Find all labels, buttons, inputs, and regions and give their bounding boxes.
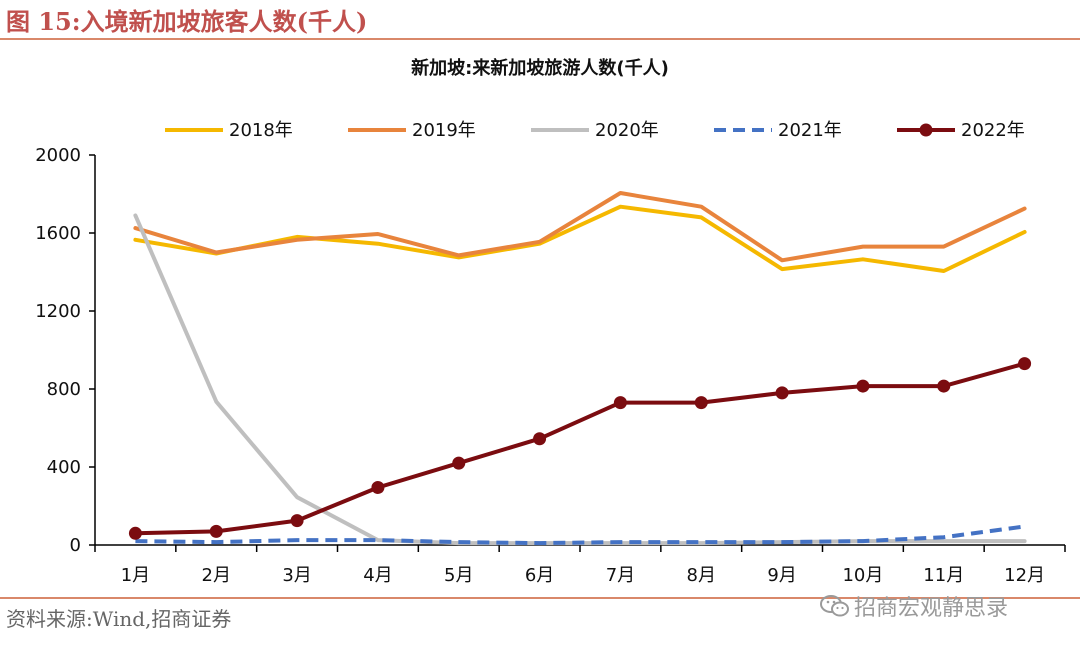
x-tick-label: 12月 [1004, 565, 1045, 586]
legend-label: 2022年 [961, 120, 1025, 141]
series-2018年 [133, 204, 1027, 273]
x-tick-label: 9月 [767, 565, 796, 586]
y-tick-label: 0 [70, 535, 81, 556]
y-tick-label: 2000 [35, 145, 81, 166]
bottom-divider [0, 597, 1080, 599]
legend-label: 2019年 [412, 120, 476, 141]
y-tick-label: 400 [47, 457, 81, 478]
wechat-icon [820, 595, 849, 617]
data-point [694, 396, 708, 410]
chart-legend: 2018年 2019年 2020年 2021年 2022年 [165, 120, 1025, 141]
line-chart: 新加坡:来新加坡旅游人数(千人) 2018年 2019年 2020年 2021年 202… [35, 57, 1066, 586]
y-tick-label: 1200 [35, 301, 81, 322]
x-tick-label: 3月 [282, 565, 311, 586]
legend-label: 2021年 [778, 120, 842, 141]
legend-label: 2018年 [229, 120, 293, 141]
x-tick-label: 8月 [687, 565, 716, 586]
series-line [133, 361, 1027, 536]
x-tick-label: 2月 [202, 565, 231, 586]
legend-item: 2020年 [531, 120, 659, 141]
x-tick-label: 6月 [525, 565, 554, 586]
watermark-text: 招商宏观静思录 [854, 596, 1009, 621]
data-point [856, 379, 870, 393]
legend-item: 2018年 [165, 120, 293, 141]
x-tick-label: 7月 [606, 565, 635, 586]
data-point [209, 524, 223, 538]
data-point [613, 396, 627, 410]
data-point [128, 526, 142, 540]
x-tick-label: 4月 [363, 565, 392, 586]
data-point [371, 480, 385, 494]
data-point [452, 456, 466, 470]
data-point [937, 379, 951, 393]
series-2022年 [128, 357, 1032, 540]
series-2021年 [135, 524, 1025, 546]
x-tick-label: 1月 [121, 565, 150, 586]
legend-label: 2020年 [595, 120, 659, 141]
series-line [135, 524, 1025, 546]
x-tick-label: 5月 [444, 565, 473, 586]
y-tick-label: 800 [47, 379, 81, 400]
watermark: 招商宏观静思录 [820, 590, 1008, 622]
chart-axes: 0 400 800 1200 1600 2000 1月 2月 3月 4月 5月 6月 7月 8月 9月 10月… [35, 145, 1066, 586]
x-tick-label: 11月 [923, 565, 964, 586]
series-line [133, 204, 1027, 273]
chart-series [128, 191, 1032, 546]
figure-title: 图 15:入境新加坡旅客人数(千人) [6, 7, 368, 36]
legend-item: 2022年 [897, 120, 1025, 141]
series-line [133, 191, 1027, 263]
data-point [775, 386, 789, 400]
data-point [533, 432, 547, 446]
data-point [290, 514, 304, 528]
legend-marker [919, 123, 933, 137]
chart-title: 新加坡:来新加坡旅游人数(千人) [411, 57, 669, 79]
top-divider [0, 38, 1080, 40]
series-2019年 [133, 191, 1027, 263]
legend-item: 2021年 [714, 120, 842, 141]
y-tick-label: 1600 [35, 223, 81, 244]
x-tick-label: 10月 [842, 565, 883, 586]
data-point [1018, 357, 1032, 371]
legend-item: 2019年 [348, 120, 476, 141]
source-note: 资料来源:Wind,招商证券 [6, 607, 232, 631]
